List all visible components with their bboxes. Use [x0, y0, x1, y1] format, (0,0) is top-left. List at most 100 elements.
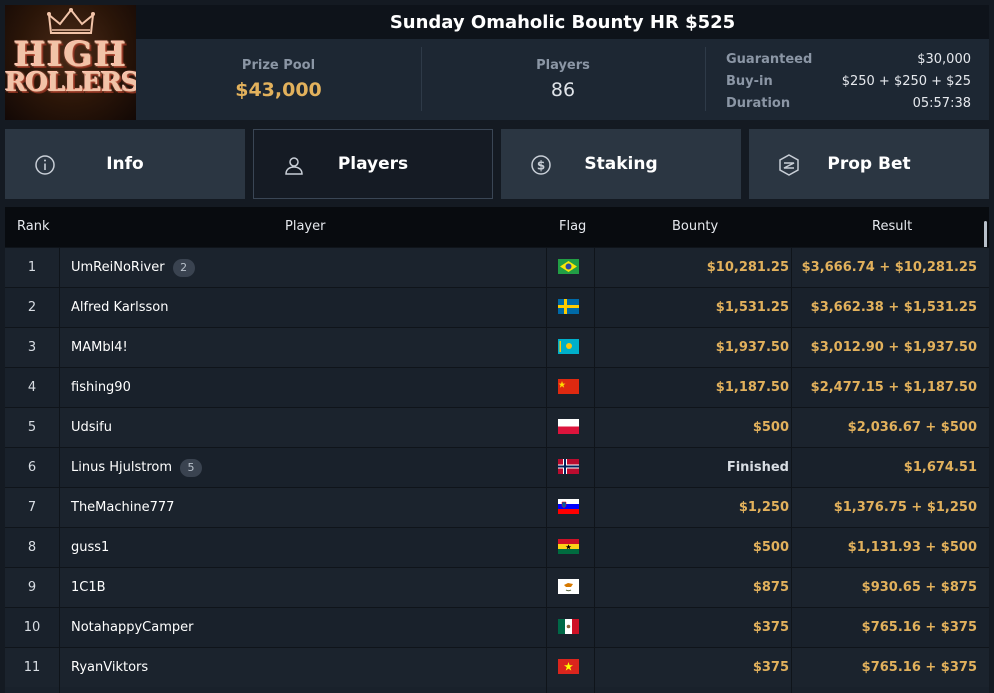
- table-row[interactable]: 7 TheMachine777 $1,250 $1,376.75 + $1,250: [5, 487, 989, 527]
- players-label: Players: [536, 58, 590, 73]
- table-row[interactable]: 6 Linus Hjulstrom 5 Finished $1,674.51: [5, 447, 989, 487]
- flag-kz-icon: [558, 339, 579, 354]
- player-name[interactable]: Udsifu: [71, 408, 112, 448]
- rank-cell: 7: [27, 500, 37, 515]
- player-name-text: TheMachine777: [71, 500, 175, 515]
- result-cell: $1,376.75 + $1,250: [833, 500, 977, 515]
- rank-cell: 3: [27, 340, 37, 355]
- player-name-text: Alfred Karlsson: [71, 300, 169, 315]
- table-row[interactable]: 8 guss1 $500 $1,131.93 + $500: [5, 527, 989, 567]
- rank-cell: 2: [27, 300, 37, 315]
- divider: [705, 47, 706, 111]
- svg-text:$: $: [537, 159, 545, 173]
- bounty-cell: $1,937.50: [715, 340, 789, 355]
- bounty-cell: $500: [752, 540, 789, 555]
- rank-cell: 10: [23, 620, 41, 635]
- user-icon: [285, 157, 303, 175]
- player-name[interactable]: UmReiNoRiver 2: [71, 248, 195, 288]
- result-cell: $930.65 + $875: [861, 580, 977, 595]
- tab-prop-bet[interactable]: Prop Bet: [749, 129, 989, 199]
- rank-cell: 11: [23, 660, 41, 675]
- players-table: Rank Player Flag Bounty Result 1 UmReiNoR…: [5, 207, 989, 693]
- result-cell: $2,477.15 + $1,187.50: [810, 380, 977, 395]
- table-row[interactable]: 1 UmReiNoRiver 2 $10,281.25 $3,666.74 + $10,…: [5, 247, 989, 287]
- table-row[interactable]: 9 1C1B $875 $930.65 + $875: [5, 567, 989, 607]
- prize-pool-stat: Prize Pool $43,000: [136, 39, 421, 120]
- col-flag[interactable]: Flag: [559, 219, 587, 234]
- flag-vn-icon: [558, 659, 579, 674]
- table-row[interactable]: 2 Alfred Karlsson $1,531.25 $3,662.38 + $1,…: [5, 287, 989, 327]
- flag-br-icon: [558, 259, 579, 274]
- player-name[interactable]: NotahappyCamper: [71, 608, 193, 648]
- tournament-details: Guaranteed $30,000 Buy-in $250 + $250 + …: [726, 49, 971, 115]
- flag-pl-icon: [558, 419, 579, 434]
- bounty-cell: $1,250: [738, 500, 789, 515]
- flag-cn-icon: [558, 379, 579, 394]
- player-name[interactable]: 1C1B: [71, 568, 106, 608]
- bounty-cell: $375: [752, 660, 789, 675]
- player-badge: 2: [172, 258, 195, 277]
- player-name-text: Udsifu: [71, 420, 112, 435]
- flag-cy-icon: [558, 579, 579, 594]
- flag-gh-icon: [558, 539, 579, 554]
- stats-panel: Prize Pool $43,000 Players 86 Guaranteed…: [136, 39, 989, 120]
- detail-label: Guaranteed: [726, 52, 813, 67]
- dollar-coin-icon: $: [531, 155, 551, 175]
- tab-staking[interactable]: $ Staking: [501, 129, 741, 199]
- bounty-cell: Finished: [726, 460, 789, 475]
- tab-label: Players: [337, 154, 409, 174]
- player-name[interactable]: MAMbl4!: [71, 328, 128, 368]
- result-cell: $2,036.67 + $500: [847, 420, 977, 435]
- table-row[interactable]: 4 fishing90 $1,187.50 $2,477.15 + $1,187.50: [5, 367, 989, 407]
- detail-label: Buy-in: [726, 74, 773, 89]
- detail-row-guaranteed: Guaranteed $30,000: [726, 49, 971, 71]
- flag-se-icon: [558, 299, 579, 314]
- rank-cell: 5: [27, 420, 37, 435]
- flag-si-icon: [558, 499, 579, 514]
- player-name[interactable]: Linus Hjulstrom 5: [71, 448, 203, 488]
- col-player[interactable]: Player: [285, 219, 326, 234]
- player-name[interactable]: fishing90: [71, 368, 131, 408]
- player-name[interactable]: TheMachine777: [71, 488, 174, 528]
- prize-pool-value: $43,000: [235, 79, 322, 101]
- result-cell: $3,662.38 + $1,531.25: [810, 300, 977, 315]
- column-divider: [59, 247, 60, 693]
- rank-cell: 6: [27, 460, 37, 475]
- tournament-header: HIGH ROLLERS Sunday Omaholic Bounty HR $…: [5, 5, 989, 120]
- detail-row-buyin: Buy-in $250 + $250 + $25: [726, 71, 971, 93]
- players-stat: Players 86: [421, 39, 705, 120]
- player-name[interactable]: guss1: [71, 528, 109, 568]
- flag-no-icon: [558, 459, 579, 474]
- divider: [421, 47, 422, 111]
- col-result[interactable]: Result: [872, 219, 913, 234]
- rank-cell: 9: [27, 580, 37, 595]
- tournament-title: Sunday Omaholic Bounty HR $525: [136, 5, 989, 39]
- table-row[interactable]: 5 Udsifu $500 $2,036.67 + $500: [5, 407, 989, 447]
- tab-label: Prop Bet: [827, 154, 911, 174]
- detail-value: $30,000: [917, 52, 971, 67]
- logo-line-2: ROLLERS: [5, 68, 136, 98]
- table-row[interactable]: 11 RyanViktors $375 $765.16 + $375: [5, 647, 989, 687]
- high-rollers-logo: HIGH ROLLERS: [5, 5, 136, 120]
- tab-players[interactable]: Players: [253, 129, 493, 199]
- bounty-cell: $10,281.25: [706, 260, 789, 275]
- player-name[interactable]: RyanViktors: [71, 648, 148, 688]
- player-name-text: guss1: [71, 540, 110, 555]
- player-name-text: Linus Hjulstrom: [71, 460, 173, 475]
- tab-info[interactable]: Info: [5, 129, 245, 199]
- tab-bar: Info Players $ Staking Prop Bet: [5, 129, 989, 199]
- col-rank[interactable]: Rank: [17, 219, 50, 234]
- col-bounty[interactable]: Bounty: [672, 219, 719, 234]
- table-row[interactable]: 10 NotahappyCamper $375 $765.16 + $375: [5, 607, 989, 647]
- tab-label: Info: [106, 154, 144, 174]
- result-cell: $3,012.90 + $1,937.50: [810, 340, 977, 355]
- player-name-text: 1C1B: [71, 580, 106, 595]
- table-row[interactable]: 3 MAMbl4! $1,937.50 $3,012.90 + $1,937.50: [5, 327, 989, 367]
- result-cell: $3,666.74 + $10,281.25: [801, 260, 977, 275]
- table-header: Rank Player Flag Bounty Result: [5, 207, 989, 293]
- info-icon: [35, 155, 55, 175]
- column-divider: [594, 247, 595, 693]
- column-divider: [546, 247, 547, 693]
- player-name[interactable]: Alfred Karlsson: [71, 288, 168, 328]
- tab-label: Staking: [584, 154, 658, 174]
